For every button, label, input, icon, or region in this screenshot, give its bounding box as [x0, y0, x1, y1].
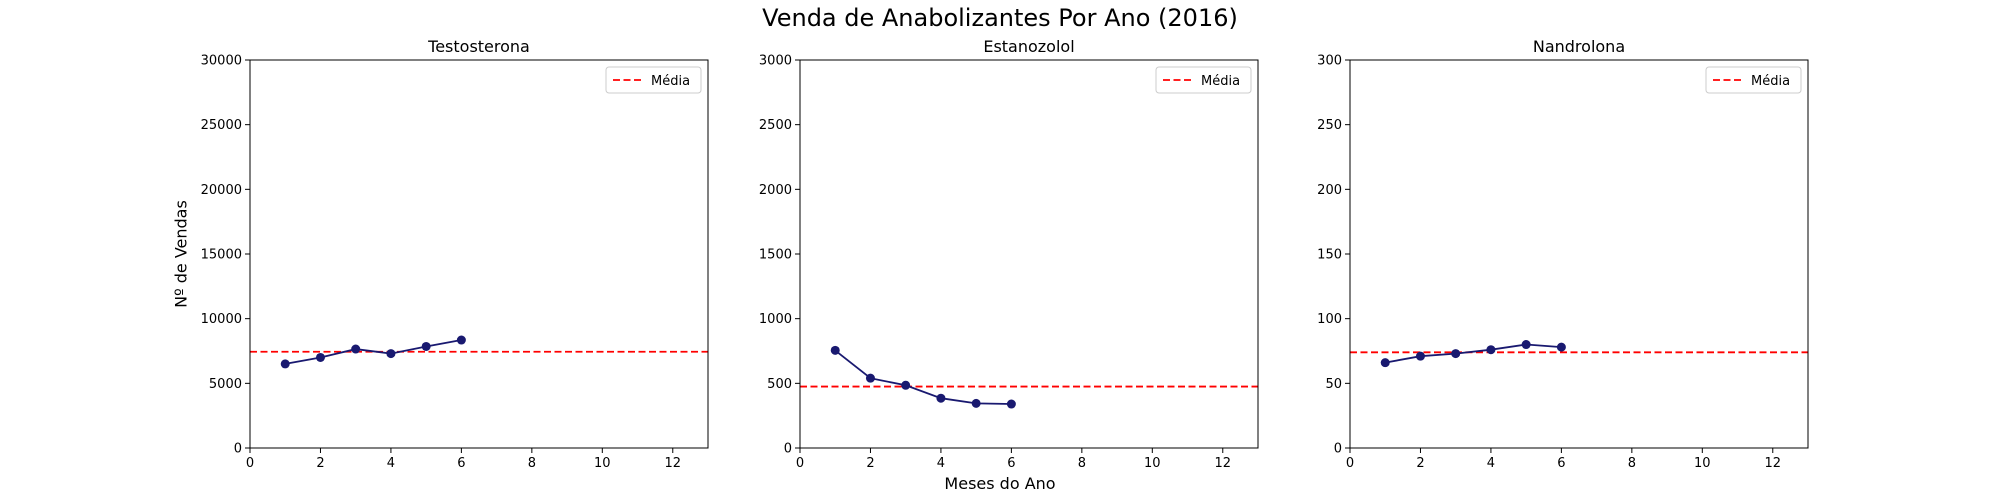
panel-title: Nandrolona — [1533, 37, 1625, 56]
y-tick-label: 150 — [1317, 248, 1342, 263]
data-point — [1451, 349, 1461, 359]
legend-box — [1705, 66, 1802, 94]
x-tick-label: 4 — [937, 456, 945, 471]
y-tick-label: 2500 — [759, 118, 792, 133]
y-tick-label: 20000 — [201, 183, 242, 198]
data-point — [1006, 399, 1016, 409]
data-point — [1521, 340, 1531, 350]
x-tick-label: 2 — [316, 456, 324, 471]
axes-frame — [249, 59, 709, 449]
figure-title: Venda de Anabolizantes Por Ano (2016) — [762, 4, 1238, 32]
y-tick-label: 5000 — [209, 377, 242, 392]
y-tick-label: 0 — [1334, 442, 1342, 457]
x-tick-label: 4 — [387, 456, 395, 471]
y-tick-label: 200 — [1317, 183, 1342, 198]
data-point — [456, 335, 466, 345]
x-tick-label: 0 — [246, 456, 254, 471]
x-tick-label: 8 — [1078, 456, 1086, 471]
y-tick-label: 30000 — [201, 54, 242, 69]
y-tick-label: 3000 — [759, 54, 792, 69]
data-point — [1380, 358, 1390, 368]
data-point — [1486, 345, 1496, 355]
data-point — [971, 398, 981, 408]
legend-label: Média — [651, 74, 690, 89]
data-point — [1415, 351, 1425, 361]
axes-frame — [799, 59, 1259, 449]
y-tick-label: 10000 — [201, 312, 242, 327]
y-tick-label: 0 — [234, 442, 242, 457]
y-tick-label: 1000 — [759, 312, 792, 327]
data-point — [421, 341, 431, 351]
y-tick-label: 0 — [784, 442, 792, 457]
x-tick-label: 10 — [1694, 456, 1711, 471]
data-point — [1556, 342, 1566, 352]
y-tick-label: 300 — [1317, 54, 1342, 69]
data-point — [865, 373, 875, 383]
y-tick-label: 1500 — [759, 248, 792, 263]
legend-label: Média — [1751, 74, 1790, 89]
x-tick-label: 6 — [1007, 456, 1015, 471]
x-tick-label: 0 — [796, 456, 804, 471]
legend-box — [605, 66, 702, 94]
x-tick-label: 10 — [594, 456, 611, 471]
x-tick-label: 0 — [1346, 456, 1354, 471]
data-point — [351, 344, 361, 354]
y-tick-label: 250 — [1317, 118, 1342, 133]
x-tick-label: 10 — [1144, 456, 1161, 471]
axes-frame — [1349, 59, 1809, 449]
y-tick-label: 100 — [1317, 312, 1342, 327]
x-tick-label: 8 — [1628, 456, 1636, 471]
data-point — [830, 345, 840, 355]
y-tick-label: 15000 — [201, 248, 242, 263]
x-tick-label: 12 — [664, 456, 681, 471]
x-tick-label: 6 — [457, 456, 465, 471]
y-tick-label: 500 — [767, 377, 792, 392]
series-line — [834, 349, 1012, 405]
series-line — [1385, 343, 1562, 364]
x-tick-label: 8 — [528, 456, 536, 471]
x-tick-label: 12 — [1764, 456, 1781, 471]
x-tick-label: 6 — [1557, 456, 1565, 471]
y-tick-label: 25000 — [201, 118, 242, 133]
panel-title: Estanozolol — [983, 37, 1074, 56]
legend: Média — [1705, 66, 1802, 94]
data-point — [936, 393, 946, 403]
x-tick-label: 4 — [1487, 456, 1495, 471]
chart-panel-1: Testosterona 0 2 4 6 8 10 12 0 5000 10000 15000 2000… — [201, 37, 709, 471]
chart-panel-2: Estanozolol 0 2 4 6 8 10 12 0 500 1000 1500 2000 2500… — [759, 37, 1259, 471]
data-point — [315, 352, 325, 362]
series-line — [285, 339, 462, 365]
legend-label: Média — [1201, 74, 1240, 89]
legend: Média — [1155, 66, 1252, 94]
chart-panel-3: Nandrolona 0 2 4 6 8 10 12 0 50 100 150 200 250 300 Méd… — [1317, 37, 1809, 471]
y-tick-label: 2000 — [759, 183, 792, 198]
figure-x-axis-label: Meses do Ano — [944, 474, 1056, 493]
legend-box — [1155, 66, 1252, 94]
panel-title: Testosterona — [427, 37, 530, 56]
data-point — [901, 380, 911, 390]
data-point — [280, 359, 290, 369]
x-tick-label: 2 — [866, 456, 874, 471]
data-point — [386, 349, 396, 359]
legend: Média — [605, 66, 702, 94]
x-tick-label: 12 — [1214, 456, 1231, 471]
y-tick-label: 50 — [1325, 377, 1342, 392]
x-tick-label: 2 — [1416, 456, 1424, 471]
